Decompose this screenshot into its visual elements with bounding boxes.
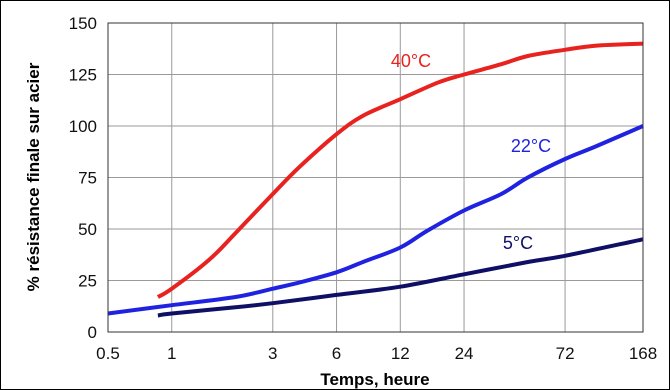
y-tick-label: 50 [78, 220, 97, 239]
x-tick-label: 12 [391, 344, 410, 363]
series-lines [107, 41, 644, 318]
x-tick-labels: 0.5 1 3 6 12 24 72 168 [96, 344, 657, 363]
x-tick-label: 1 [167, 344, 176, 363]
x-tick-label: 168 [629, 344, 657, 363]
series-label: 40°C [391, 51, 431, 71]
series-line [107, 124, 644, 316]
x-axis-title: Temps, heure [320, 370, 429, 389]
x-tick-label: 3 [268, 344, 277, 363]
x-tick-label: 24 [455, 344, 474, 363]
y-tick-label: 100 [69, 117, 97, 136]
series-line [157, 237, 644, 318]
y-tick-label: 150 [69, 14, 97, 33]
y-tick-label: 25 [78, 272, 97, 291]
y-tick-label: 75 [78, 169, 97, 188]
y-tick-labels: 0 25 50 75 100 125 150 [69, 14, 97, 342]
series-label: 22°C [511, 136, 551, 156]
series-labels: 40°C 22°C 5°C [391, 51, 551, 253]
series-line [156, 41, 644, 299]
y-tick-label: 0 [88, 323, 97, 342]
series-label: 5°C [503, 233, 533, 253]
x-tick-label: 72 [556, 344, 575, 363]
x-tick-label: 0.5 [96, 344, 120, 363]
y-tick-label: 125 [69, 66, 97, 85]
plot-border [107, 22, 644, 333]
x-tick-label: 6 [332, 344, 341, 363]
y-axis-title: % résistance finale sur acier [24, 62, 43, 291]
